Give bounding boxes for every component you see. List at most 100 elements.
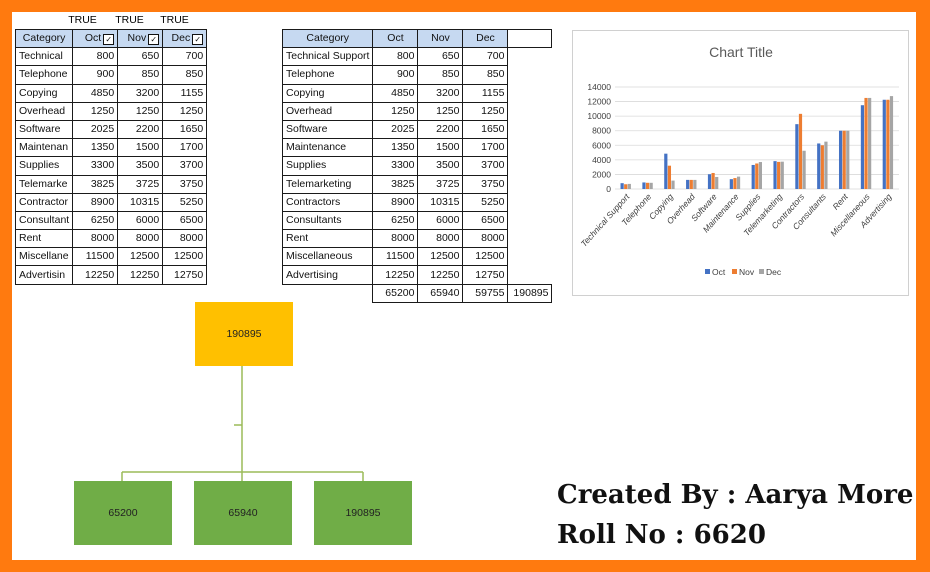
table1-value-cell[interactable]: 650 [117, 47, 164, 67]
table1-value-cell[interactable]: 8000 [117, 229, 164, 249]
org-root-node[interactable]: 190895 [195, 302, 293, 366]
bar-nov [777, 161, 781, 189]
table1-category-cell[interactable]: Supplies [14, 156, 74, 176]
table2-value-cell[interactable]: 11500 [372, 247, 419, 267]
table1-value-cell[interactable]: 12500 [162, 247, 208, 267]
table2-value-cell[interactable]: 1650 [462, 119, 509, 140]
table1-category-cell[interactable]: Technical [14, 47, 74, 67]
total-cell[interactable]: 190895 [507, 283, 553, 303]
table1-value-cell[interactable]: 12750 [162, 265, 208, 285]
table2-value-cell[interactable]: 3500 [417, 156, 464, 176]
table2-category-cell[interactable]: Copying [281, 83, 374, 103]
bar-dec [649, 182, 653, 189]
total-cell[interactable]: 59755 [462, 283, 509, 303]
org-child-node-1[interactable]: 65200 [74, 481, 172, 545]
true-flag-oct: TRUE [68, 14, 97, 26]
table1-category-cell[interactable]: Maintenan [14, 138, 74, 158]
table2-category-cell[interactable]: Supplies [281, 156, 374, 176]
table1-value-cell[interactable]: 800 [72, 47, 119, 67]
legend-label-dec: Dec [766, 267, 782, 277]
table2-category-cell[interactable]: Advertising [281, 265, 374, 285]
table2-value-cell[interactable]: 700 [462, 47, 509, 67]
table1-value-cell[interactable]: 1250 [162, 101, 208, 121]
table1-category-cell[interactable]: Rent [14, 229, 74, 249]
table2-row: Software 2025 2200 1650 [281, 119, 552, 140]
table2-category-cell[interactable]: Contractors [281, 192, 374, 212]
table2-value-cell[interactable]: 12250 [417, 265, 464, 285]
table2-category-cell[interactable]: Technical Support [281, 47, 374, 67]
bar-dec [824, 141, 828, 189]
table1-row: Advertisin 12250 12250 12750 [14, 265, 208, 285]
table1-value-cell[interactable]: 1350 [72, 138, 119, 158]
bar-nov [798, 113, 803, 189]
table1-category-cell[interactable]: Telemarke [14, 174, 74, 194]
nov-checkbox[interactable]: ✓ [148, 34, 160, 46]
bar-nov [733, 178, 737, 189]
table1-row: Technical 800 650 700 [14, 47, 208, 67]
table1-category-cell[interactable]: Overhead [14, 101, 74, 121]
org-child-node-3[interactable]: 190895 [314, 481, 412, 545]
bar-oct [817, 143, 821, 189]
table1-value-cell[interactable]: 3725 [117, 174, 164, 194]
bar-oct [686, 179, 690, 189]
table2-value-cell[interactable]: 850 [462, 65, 509, 85]
table2-value-cell[interactable]: 3300 [372, 156, 419, 176]
table1-row: Miscellane 11500 12500 12500 [14, 247, 208, 267]
table2-value-cell[interactable]: 3825 [372, 174, 419, 194]
org-chart [121, 366, 364, 481]
table2-value-cell[interactable]: 2025 [372, 119, 419, 140]
bar-nov [624, 184, 628, 189]
table2-row: Miscellaneous 11500 12500 12500 [281, 247, 552, 267]
table2-value-cell[interactable]: 12750 [462, 265, 509, 285]
table2-value-cell[interactable]: 8000 [417, 229, 464, 249]
table2-value-cell[interactable]: 1250 [462, 101, 509, 121]
table2-header-nov: Nov [417, 28, 464, 49]
table2-value-cell[interactable]: 8900 [372, 192, 419, 212]
table1-value-cell[interactable]: 12500 [117, 247, 164, 267]
table1-value-cell[interactable]: 1500 [117, 138, 164, 158]
org-child-node-2[interactable]: 65940 [194, 481, 292, 545]
column-chart[interactable]: Chart Title 0 2000 4000 6000 8000 10000 12000 14… [572, 30, 909, 296]
bar-nov [864, 97, 868, 189]
table1-category-cell[interactable]: Telephone [14, 65, 74, 85]
table2-value-cell[interactable]: 6500 [462, 210, 509, 231]
table2-category-cell[interactable]: Miscellaneous [281, 247, 374, 267]
table2-value-cell[interactable]: 900 [372, 65, 419, 85]
table2-value-cell[interactable]: 3200 [417, 83, 464, 103]
table2-value-cell[interactable]: 5250 [462, 192, 509, 212]
table1-value-cell[interactable]: 12250 [117, 265, 164, 285]
table1-value-cell[interactable]: 850 [162, 65, 208, 85]
table2-value-cell[interactable]: 1350 [372, 138, 419, 158]
table2-value-cell[interactable]: 1250 [417, 101, 464, 121]
table2-value-cell[interactable]: 1155 [462, 83, 509, 103]
bar-dec [671, 180, 675, 189]
table2-category-cell[interactable]: Telephone [281, 65, 374, 85]
table2-category-cell[interactable]: Consultants [281, 210, 374, 231]
table1-category-cell[interactable]: Advertisin [14, 265, 74, 285]
table1-value-cell[interactable]: 12250 [72, 265, 119, 285]
table1-category-cell[interactable]: Copying [14, 83, 74, 103]
table1-category-cell[interactable]: Miscellane [14, 247, 74, 267]
table2-header-blank [507, 28, 553, 49]
table2-value-cell[interactable]: 12500 [462, 247, 509, 267]
table1-value-cell[interactable]: 1155 [162, 83, 208, 103]
table1-value-cell[interactable]: 1250 [117, 101, 164, 121]
table1-value-cell[interactable]: 1250 [72, 101, 119, 121]
worksheet-canvas: TRUE TRUE TRUE Category Oct ✓ Nov ✓ Dec ✓ T… [12, 12, 916, 560]
table2-value-cell[interactable]: 800 [372, 47, 419, 67]
oct-checkbox[interactable]: ✓ [103, 34, 115, 46]
table1-value-cell[interactable]: 5250 [162, 192, 208, 212]
table2-category-cell[interactable]: Software [281, 119, 374, 140]
table1-value-cell[interactable]: 3825 [72, 174, 119, 194]
table2-category-cell[interactable]: Overhead [281, 101, 374, 121]
table1-value-cell[interactable]: 4850 [72, 83, 119, 103]
bar-dec [715, 176, 719, 189]
dec-checkbox[interactable]: ✓ [192, 34, 204, 46]
total-cell[interactable]: 65200 [372, 283, 419, 303]
bar-oct [860, 105, 865, 189]
table1-value-cell[interactable]: 2025 [72, 119, 119, 140]
table1-value-cell[interactable]: 700 [162, 47, 208, 67]
legend-swatch-dec [759, 269, 764, 274]
y-tick-label: 2000 [592, 169, 611, 179]
table1-value-cell[interactable]: 1700 [162, 138, 208, 158]
